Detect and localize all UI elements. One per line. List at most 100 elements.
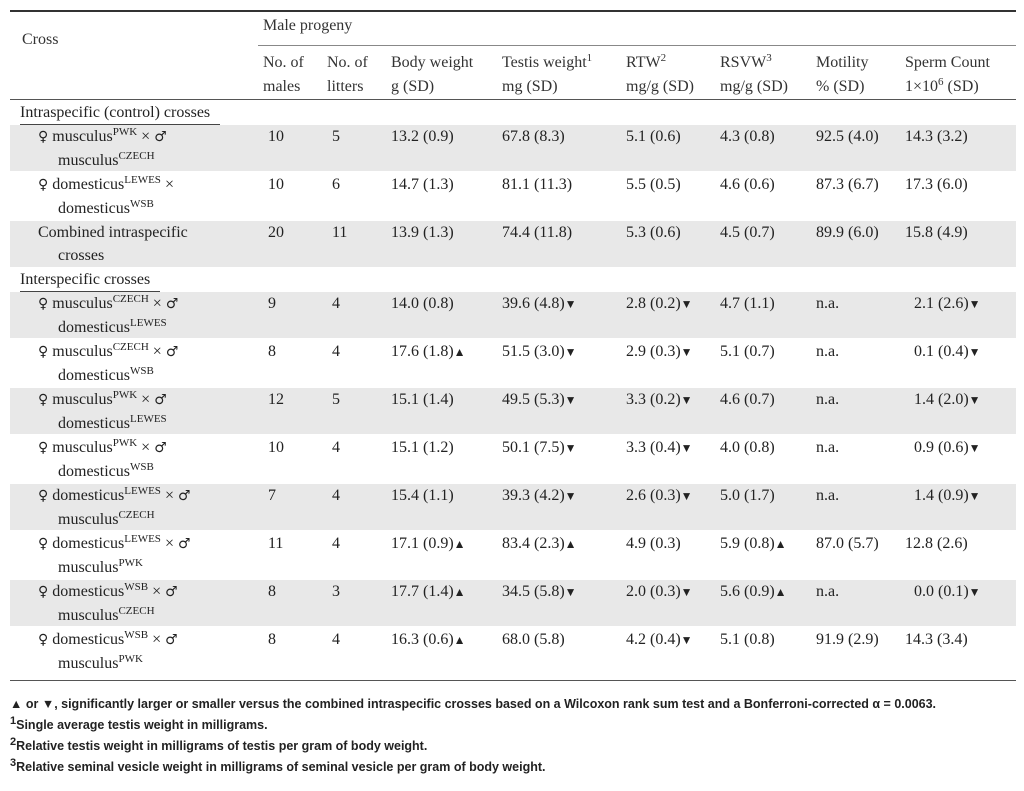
times-sign: ×: [137, 391, 155, 408]
column-header-line1: Body weight: [391, 54, 474, 71]
column-header-line1: No. of: [263, 54, 304, 71]
superscript: LEWES: [124, 485, 161, 497]
footnote: 1Single average testis weight in milligr…: [10, 715, 268, 733]
table-cell: n.a.: [816, 343, 840, 360]
superscript: LEWES: [130, 317, 167, 329]
cross-cell: ♀ musculusPWK × ♂ domesticusWSB: [38, 436, 167, 483]
table-cell: 20: [268, 224, 284, 241]
table-cell: 87.0 (5.7): [816, 535, 879, 552]
table-cell: 8: [268, 583, 276, 600]
column-header-line2: litters: [327, 78, 364, 95]
table-cell: 13.2 (0.9): [391, 128, 454, 145]
superscript: CZECH: [112, 293, 149, 305]
superscript: WSB: [124, 629, 149, 641]
female-symbol-icon: ♀: [38, 344, 49, 360]
female-symbol-icon: ♀: [38, 129, 49, 145]
superscript: CZECH: [118, 605, 155, 617]
table-row: Combined intraspecific crosses 20 11 13.9 (1…: [10, 219, 1016, 267]
cross-line2: domesticusWSB: [58, 198, 154, 218]
down-triangle-icon: ▼: [564, 585, 577, 599]
table-row: ♀ domesticusLEWES × domesticusWSB 10 6 14.7…: [10, 171, 1016, 219]
down-triangle-icon: ▼: [564, 297, 577, 311]
table-cell: 39.3 (4.2)▼: [502, 487, 577, 504]
table-cell: n.a.: [816, 295, 840, 312]
table-cell: 17.7 (1.4)▲: [391, 583, 466, 600]
table-cell: 4.2 (0.4)▼: [626, 631, 693, 648]
table-cell: 68.0 (5.8): [502, 631, 565, 648]
superscript: PWK: [118, 653, 143, 665]
down-triangle-icon: ▼: [680, 585, 693, 599]
table-cell: 4.6 (0.7): [720, 391, 775, 408]
superscript: PWK: [112, 437, 138, 449]
superscript: WSB: [130, 365, 154, 377]
column-header-line2: mg/g (SD): [626, 78, 694, 95]
cross-line2: domesticusWSB: [58, 461, 154, 481]
table-cell: 51.5 (3.0)▼: [502, 343, 577, 360]
table-cell: 4: [332, 487, 340, 504]
table-cell: 4: [332, 295, 340, 312]
down-triangle-icon: ▼: [564, 441, 577, 455]
table-cell: n.a.: [816, 391, 840, 408]
superscript: PWK: [118, 557, 143, 569]
table-cell: 67.8 (8.3): [502, 128, 565, 145]
male-symbol-icon: ♂: [165, 344, 179, 360]
superscript: LEWES: [124, 533, 161, 545]
table-cell: 83.4 (2.3)▲: [502, 535, 577, 552]
footnotes: ▲ or ▼, significantly larger or smaller …: [10, 694, 1016, 778]
cross-line2: domesticusLEWES: [58, 317, 167, 337]
male-symbol-icon: ♂: [165, 584, 178, 600]
times-sign: ×: [148, 343, 166, 360]
cross-cell: ♀ musculusCZECH × ♂ domesticusWSB: [38, 340, 178, 387]
cross-cell: ♀ domesticusLEWES × domesticusWSB: [38, 173, 174, 220]
table-cell: 4.7 (1.1): [720, 295, 775, 312]
table-cell: 5.0 (1.7): [720, 487, 775, 504]
table-row: ♀ musculusPWK × ♂ domesticusWSB 10 4 15.1 (1…: [10, 434, 1016, 482]
table-cell: 2.1 (2.6)▼: [914, 295, 981, 312]
table-cell: 3.3 (0.4)▼: [626, 439, 693, 456]
column-header-line2: % (SD): [816, 78, 865, 95]
table-cell: 4: [332, 631, 340, 648]
cross-cell: ♀ domesticusLEWES × ♂ musculusCZECH: [38, 484, 191, 531]
cross-line2: musculusCZECH: [58, 605, 155, 625]
female-symbol-icon: ♀: [38, 584, 49, 600]
table-cell: 16.3 (0.6)▲: [391, 631, 466, 648]
table-cell: 91.9 (2.9): [816, 631, 879, 648]
table-cell: 15.1 (1.4): [391, 391, 454, 408]
superscript: 2: [10, 736, 17, 748]
table-cell: 5: [332, 128, 340, 145]
up-triangle-icon: ▲: [453, 633, 466, 647]
times-sign: ×: [160, 535, 178, 552]
cross-label-line1: Combined intraspecific: [38, 224, 188, 241]
table-cell: 4.5 (0.7): [720, 224, 775, 241]
column-header-line2: males: [263, 78, 301, 95]
table-cell: 4: [332, 439, 340, 456]
female-symbol-icon: ♀: [38, 440, 49, 456]
superscript: PWK: [112, 389, 138, 401]
table-cell: 3.3 (0.2)▼: [626, 391, 693, 408]
column-header-line1: RTW2: [626, 52, 667, 72]
table-cell: 14.3 (3.4): [905, 631, 968, 648]
cross-line2: musculusPWK: [58, 557, 143, 577]
table-cell: 15.1 (1.2): [391, 439, 454, 456]
superscript: WSB: [124, 581, 149, 593]
table-cell: 5.9 (0.8)▲: [720, 535, 787, 552]
cross-label-line2: crosses: [58, 247, 105, 264]
column-header-line1: RSVW3: [720, 52, 772, 72]
times-sign: ×: [137, 128, 155, 145]
superscript: 2: [660, 52, 667, 64]
superscript: 6: [938, 76, 944, 88]
table-cell: 3: [332, 583, 340, 600]
column-header-line1: Sperm Count: [905, 54, 990, 71]
footnote: ▲ or ▼, significantly larger or smaller …: [10, 697, 937, 711]
table-cell: 14.7 (1.3): [391, 176, 454, 193]
female-symbol-icon: ♀: [38, 296, 49, 312]
male-symbol-icon: ♂: [154, 440, 167, 456]
times-sign: ×: [148, 295, 166, 312]
table-row: ♀ domesticusWSB × ♂ musculusCZECH 8 3 17.7 (…: [10, 578, 1016, 626]
header-bottom-rule: [10, 99, 1016, 100]
table-cell: n.a.: [816, 487, 840, 504]
cross-line1: ♀ domesticusLEWES × ♂: [38, 533, 191, 553]
table-cell: 5.1 (0.7): [720, 343, 775, 360]
cross-cell: ♀ musculusCZECH × ♂ domesticusLEWES: [38, 292, 178, 339]
down-triangle-icon: ▼: [680, 345, 693, 359]
